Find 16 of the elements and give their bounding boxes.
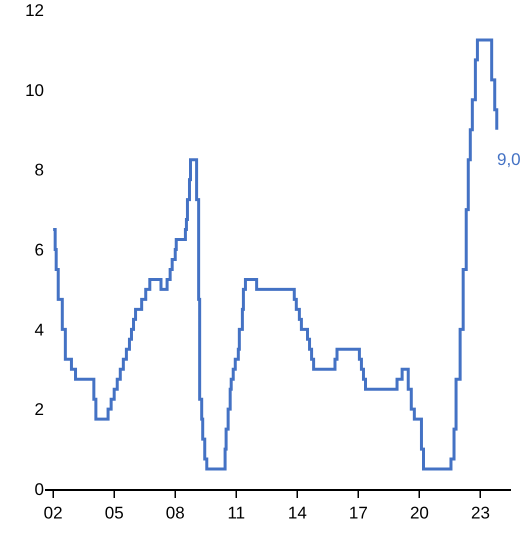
y-tick-label: 8 (34, 160, 44, 180)
x-tick-label: 02 (44, 503, 63, 522)
y-tick-label: 10 (25, 80, 44, 100)
y-tick-label: 4 (34, 320, 44, 340)
annotation: 9,0 (497, 150, 521, 169)
x-tick-label: 11 (227, 503, 246, 522)
x-tick-label: 20 (410, 503, 429, 522)
y-tick-label: 6 (34, 240, 44, 260)
x-tick-label: 23 (471, 503, 490, 522)
y-tick-label: 0 (34, 480, 44, 499)
x-tick-label: 17 (348, 503, 368, 522)
y-tick-label: 2 (34, 400, 44, 420)
y-tick-label: 12 (25, 0, 44, 20)
x-tick-label: 14 (288, 503, 307, 522)
x-tick-label: 08 (166, 503, 185, 522)
x-tick-label: 05 (104, 503, 124, 522)
